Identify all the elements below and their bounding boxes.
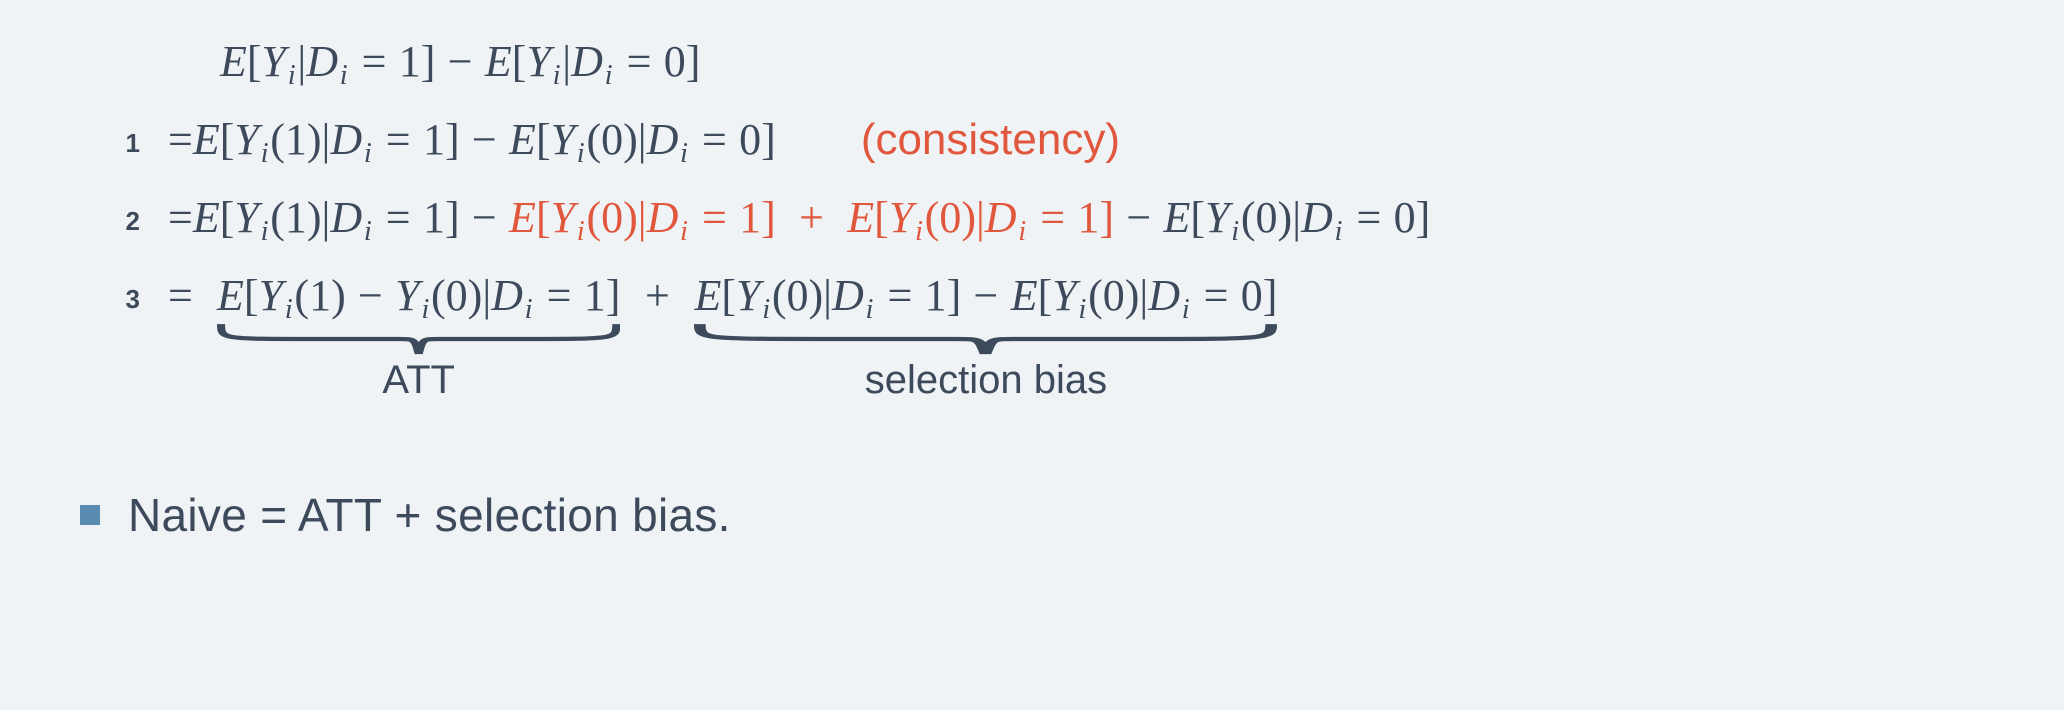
line-number: 2 [80, 196, 140, 234]
equation-line-1: 1 = E[Yi(1)|Di=1] − E[Yi(0)|Di=0] (consi… [80, 118, 1984, 162]
expression: = E[Yi(1)−Yi(0)|Di=1] ATT + E[Yi(0)|Di=1… [168, 274, 1277, 400]
bullet-item: Naive = ATT + selection bias. [80, 488, 1984, 542]
D: D [306, 40, 338, 84]
line-number: 3 [80, 274, 140, 312]
bullet-text: Naive = ATT + selection bias. [128, 488, 731, 542]
E: E [220, 40, 247, 84]
underbrace-label-att: ATT [382, 360, 455, 400]
underbrace-icon [217, 322, 620, 356]
equation-line-0: . E[Yi|Di=1] − E[Yi|Di=0] [80, 40, 1984, 84]
line-number: 1 [80, 118, 140, 156]
annotation-consistency: (consistency) [861, 118, 1120, 162]
Y: Y [262, 40, 286, 84]
equation-line-3: 3 = E[Yi(1)−Yi(0)|Di=1] ATT + E[Yi(0)|Di… [80, 274, 1984, 400]
underbrace-att: E[Yi(1)−Yi(0)|Di=1] ATT [217, 274, 620, 400]
val: 1 [399, 40, 421, 84]
expression: E[Yi|Di=1] − E[Yi|Di=0] [168, 40, 700, 84]
bullet-icon [80, 505, 100, 525]
underbrace-label-selection-bias: selection bias [865, 360, 1107, 400]
underbrace-icon [694, 322, 1277, 356]
equation-line-2: 2 = E[Yi(1)|Di=1] − E[Yi(0)|Di=1] + E[Yi… [80, 196, 1984, 240]
derivation-block: . E[Yi|Di=1] − E[Yi|Di=0] 1 = E[Yi(1)|Di… [80, 40, 1984, 400]
expression: = E[Yi(1)|Di=1] − E[Yi(0)|Di=0] (consist… [168, 118, 1120, 162]
i: i [288, 62, 296, 91]
underbrace-selection-bias: E[Yi(0)|Di=1] − E[Yi(0)|Di=0] selection … [694, 274, 1277, 400]
expression: = E[Yi(1)|Di=1] − E[Yi(0)|Di=1] + E[Yi(0… [168, 196, 1430, 240]
